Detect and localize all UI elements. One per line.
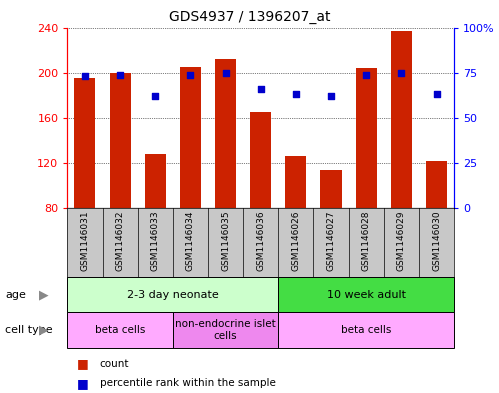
Text: GSM1146035: GSM1146035 xyxy=(221,210,230,271)
Text: non-endocrine islet
cells: non-endocrine islet cells xyxy=(175,320,276,341)
Text: GSM1146030: GSM1146030 xyxy=(432,210,441,271)
Bar xyxy=(180,67,201,208)
Point xyxy=(433,91,441,97)
Text: GSM1146026: GSM1146026 xyxy=(291,210,300,271)
Bar xyxy=(278,312,454,348)
Point xyxy=(116,72,124,78)
Bar xyxy=(285,156,306,208)
Point xyxy=(151,93,159,99)
Point xyxy=(292,91,300,97)
Text: beta cells: beta cells xyxy=(95,325,145,335)
Text: beta cells: beta cells xyxy=(341,325,391,335)
Point xyxy=(362,72,370,78)
Text: GSM1146027: GSM1146027 xyxy=(326,210,335,271)
Text: 2-3 day neonate: 2-3 day neonate xyxy=(127,290,219,300)
Bar xyxy=(250,112,271,208)
Bar xyxy=(215,59,236,208)
Text: ▶: ▶ xyxy=(39,288,49,301)
Point xyxy=(327,93,335,99)
Text: ■: ■ xyxy=(77,376,89,390)
Bar xyxy=(67,312,173,348)
Text: GDS4937 / 1396207_at: GDS4937 / 1396207_at xyxy=(169,10,330,24)
Text: GSM1146036: GSM1146036 xyxy=(256,210,265,271)
Text: age: age xyxy=(5,290,26,300)
Text: count: count xyxy=(100,358,129,369)
Point xyxy=(81,73,89,79)
Text: GSM1146033: GSM1146033 xyxy=(151,210,160,271)
Bar xyxy=(110,73,131,208)
Text: GSM1146028: GSM1146028 xyxy=(362,210,371,271)
Point xyxy=(397,70,405,76)
Text: percentile rank within the sample: percentile rank within the sample xyxy=(100,378,275,388)
Bar xyxy=(145,154,166,208)
Bar xyxy=(426,161,447,208)
Point xyxy=(187,72,195,78)
Text: GSM1146034: GSM1146034 xyxy=(186,210,195,271)
Bar xyxy=(67,277,278,312)
Text: GSM1146032: GSM1146032 xyxy=(116,210,125,271)
Text: GSM1146031: GSM1146031 xyxy=(80,210,89,271)
Bar xyxy=(391,31,412,208)
Text: cell type: cell type xyxy=(5,325,52,335)
Point xyxy=(256,86,264,92)
Bar xyxy=(356,68,377,208)
Text: ■: ■ xyxy=(77,357,89,370)
Text: GSM1146029: GSM1146029 xyxy=(397,210,406,271)
Text: 10 week adult: 10 week adult xyxy=(327,290,406,300)
Bar xyxy=(173,312,278,348)
Point xyxy=(222,70,230,76)
Bar xyxy=(74,78,95,208)
Text: ▶: ▶ xyxy=(39,323,49,337)
Bar xyxy=(320,170,342,208)
Bar xyxy=(278,277,454,312)
